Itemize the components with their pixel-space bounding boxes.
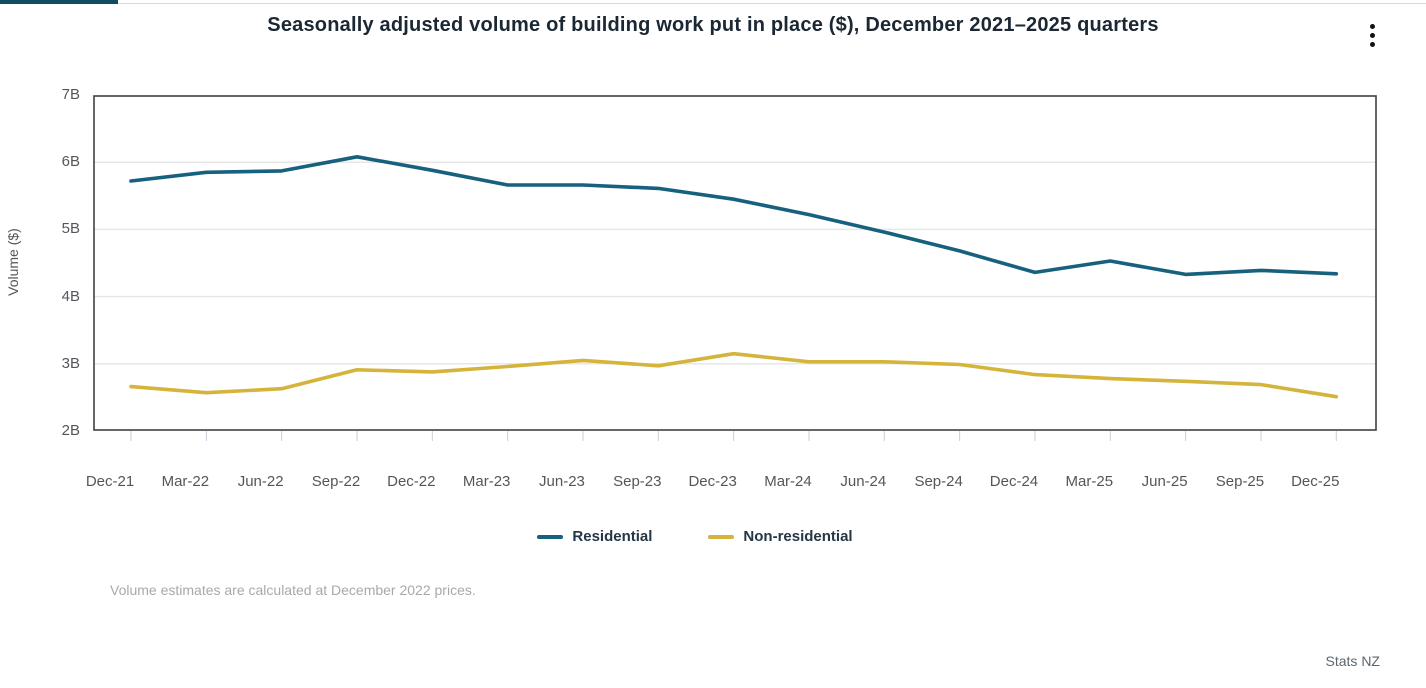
x-axis-label: Dec-22 [387, 473, 436, 490]
x-axis-label: Sep-22 [311, 473, 361, 490]
top-divider [0, 3, 1426, 4]
x-axis-label: Mar-24 [764, 473, 812, 490]
x-axis-label: Sep-25 [1215, 473, 1265, 490]
residential-line-swatch [537, 534, 564, 539]
y-axis-tick-label: 5B [61, 220, 80, 238]
x-axis-label: Dec-25 [1291, 473, 1340, 490]
y-axis-tick-label: 4B [61, 287, 80, 305]
y-axis-tick-label: 7B [61, 86, 80, 103]
chart-title: Seasonally adjusted volume of building w… [267, 14, 1159, 36]
y-axis-tick-label: 6B [61, 153, 80, 171]
legend-label: Residential [572, 528, 653, 545]
kebab-dot [1369, 41, 1375, 47]
x-axis-label: Mar-23 [462, 473, 511, 490]
source-attribution: Stats NZ [1325, 653, 1380, 669]
x-axis-label: Mar-22 [161, 473, 210, 490]
x-axis-label: Sep-24 [914, 473, 963, 490]
non-residential-line-swatch [708, 534, 735, 539]
chart-legend: Residential Non-residential [0, 528, 1390, 545]
x-axis-label: Jun-25 [1141, 473, 1188, 490]
legend-label: Non-residential [743, 528, 853, 545]
x-axis-label: Mar-25 [1065, 473, 1114, 490]
x-axis-label: Jun-24 [840, 473, 887, 490]
x-axis-label: Sep-23 [613, 473, 662, 490]
chart-footnote: Volume estimates are calculated at Decem… [110, 582, 476, 598]
x-axis-label: Jun-23 [539, 473, 585, 490]
plot-border [93, 95, 1377, 431]
y-axis-title: Volume ($) [5, 228, 21, 296]
legend-item-non-residential[interactable]: Non-residential [708, 528, 853, 545]
line-chart-plot-area[interactable] [93, 95, 1377, 447]
x-axis-label: Dec-23 [688, 473, 737, 490]
series-line-non-residential[interactable] [129, 351, 1339, 399]
x-axis-label: Dec-24 [989, 473, 1039, 490]
series-line-residential[interactable] [129, 154, 1339, 277]
kebab-menu-icon[interactable] [1364, 19, 1380, 51]
x-axis-label: Dec-21 [85, 473, 135, 490]
legend-item-residential[interactable]: Residential [537, 528, 652, 545]
kebab-dot [1369, 32, 1375, 38]
kebab-dot [1369, 23, 1375, 29]
top-accent-bar [0, 0, 118, 4]
x-axis-label: Jun-22 [237, 473, 284, 490]
y-axis-tick-label: 2B [61, 422, 80, 439]
y-axis-tick-label: 3B [61, 354, 80, 372]
